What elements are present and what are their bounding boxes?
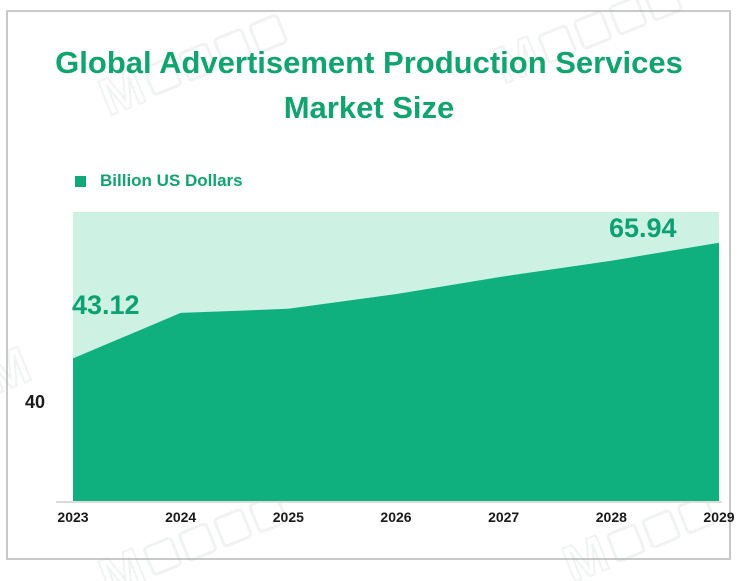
- area-series: [73, 242, 719, 501]
- x-axis-line: [56, 501, 722, 503]
- page-title-line1: Global Advertisement Production Services: [55, 45, 683, 80]
- x-axis-label: 2028: [595, 509, 627, 525]
- data-label-last: 65.94: [609, 213, 677, 243]
- legend-marker-icon: [75, 175, 86, 187]
- data-label-first: 43.12: [72, 290, 140, 320]
- plot-area: [73, 212, 719, 501]
- x-axis-label: 2023: [57, 509, 89, 525]
- y-axis-tick-label: 40: [24, 392, 45, 412]
- page-title: Global Advertisement Production Services…: [0, 40, 738, 130]
- x-axis-label: 2029: [703, 509, 735, 525]
- x-axis-label: 2024: [165, 509, 197, 525]
- legend-label: Billion US Dollars: [100, 171, 243, 190]
- legend: Billion US Dollars: [75, 171, 243, 191]
- page-title-line2: Market Size: [283, 90, 455, 125]
- x-axis-label: 2025: [272, 509, 304, 525]
- x-axis: 2023 2024 2025 2026 2027 2028 2029: [57, 509, 734, 529]
- x-axis-label: 2026: [380, 509, 412, 525]
- x-axis-label: 2027: [488, 509, 520, 525]
- area-chart-svg: [73, 242, 719, 501]
